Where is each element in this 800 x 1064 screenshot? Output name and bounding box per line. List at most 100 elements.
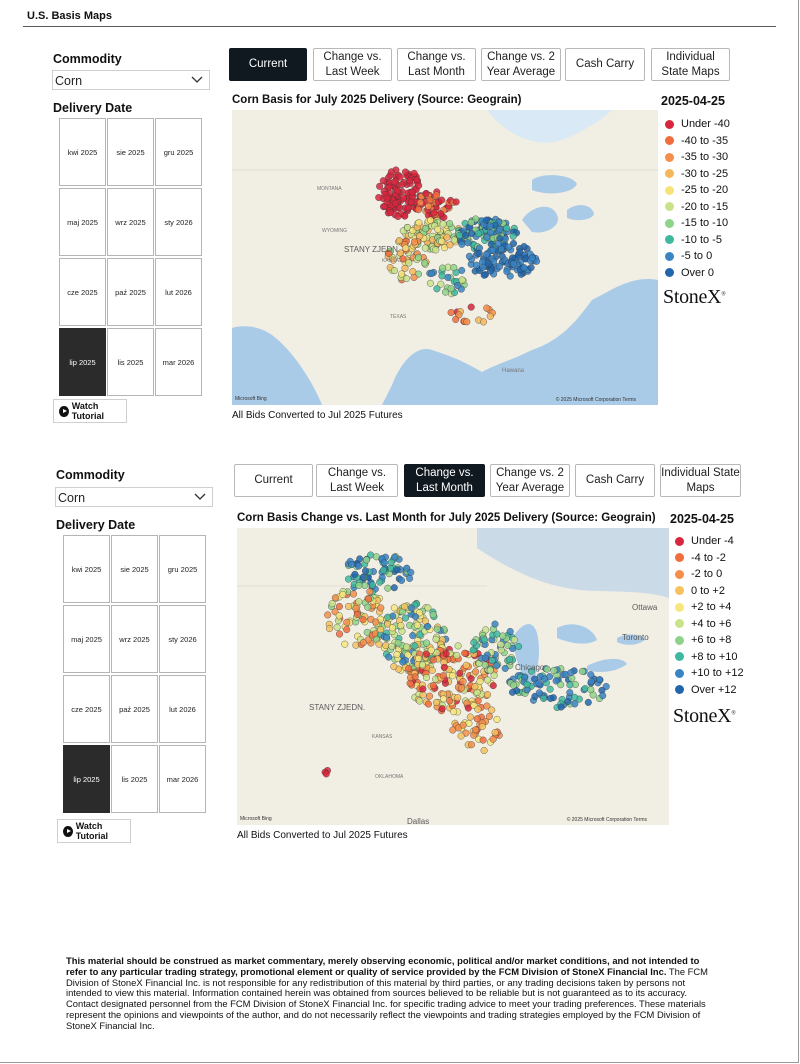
tab-current[interactable]: Current (229, 48, 307, 81)
basis-point[interactable] (566, 689, 574, 697)
basis-point[interactable] (520, 264, 528, 272)
basis-point[interactable] (434, 225, 442, 233)
basis-point[interactable] (424, 700, 432, 708)
basis-point[interactable] (473, 688, 481, 696)
delivery-date-option[interactable]: gru 2025 (155, 118, 202, 186)
basis-point[interactable] (479, 263, 487, 271)
basis-point[interactable] (424, 623, 431, 631)
basis-point[interactable] (424, 604, 432, 612)
basis-point[interactable] (523, 680, 531, 688)
tab-change-vs-2-year-average[interactable]: Change vs. 2 Year Average (490, 464, 570, 497)
basis-point[interactable] (322, 770, 330, 778)
basis-point[interactable] (483, 233, 491, 241)
basis-point[interactable] (377, 604, 385, 612)
basis-point[interactable] (463, 318, 471, 326)
basis-point[interactable] (359, 573, 367, 581)
basis-point[interactable] (412, 613, 419, 621)
basis-point[interactable] (382, 642, 390, 649)
basis-point[interactable] (352, 604, 360, 612)
basis-point[interactable] (422, 190, 430, 198)
basis-point[interactable] (453, 652, 461, 659)
basis-point[interactable] (348, 561, 356, 568)
basis-point[interactable] (428, 666, 436, 674)
tab-individual-state-maps[interactable]: Individual State Maps (651, 48, 730, 81)
basis-point[interactable] (566, 681, 574, 689)
basis-point[interactable] (528, 667, 535, 675)
basis-point[interactable] (416, 199, 424, 207)
delivery-date-option[interactable]: lip 2025 (59, 328, 106, 396)
basis-point[interactable] (383, 633, 390, 641)
basis-point[interactable] (440, 695, 447, 703)
basis-point[interactable] (396, 173, 404, 181)
basis-point[interactable] (484, 691, 491, 699)
delivery-date-option[interactable]: lis 2025 (107, 328, 154, 396)
basis-point[interactable] (409, 632, 417, 640)
basis-point[interactable] (411, 673, 419, 681)
basis-point[interactable] (390, 663, 398, 671)
basis-point[interactable] (403, 275, 410, 283)
basis-point[interactable] (394, 187, 402, 195)
delivery-date-option[interactable]: maj 2025 (63, 605, 110, 673)
basis-point[interactable] (336, 630, 343, 638)
basis-point[interactable] (390, 584, 398, 592)
basis-point[interactable] (486, 312, 494, 320)
basis-point[interactable] (488, 657, 496, 665)
delivery-date-option[interactable]: lip 2025 (63, 745, 110, 813)
basis-point[interactable] (468, 230, 476, 237)
basis-point[interactable] (462, 661, 470, 669)
basis-point[interactable] (415, 655, 422, 662)
basis-point[interactable] (482, 216, 490, 224)
basis-point[interactable] (380, 566, 387, 574)
basis-point[interactable] (393, 566, 401, 574)
tab-change-vs-last-week[interactable]: Change vs. Last Week (316, 464, 398, 497)
basis-point[interactable] (422, 225, 430, 233)
basis-point[interactable] (386, 209, 394, 217)
basis-point[interactable] (333, 623, 341, 631)
basis-point[interactable] (481, 636, 488, 644)
tab-change-vs-last-month[interactable]: Change vs. Last Month (397, 48, 476, 81)
basis-point[interactable] (483, 702, 491, 710)
basis-point[interactable] (567, 669, 575, 677)
basis-point[interactable] (398, 576, 406, 584)
basis-point[interactable] (473, 715, 481, 723)
basis-point[interactable] (365, 595, 372, 603)
basis-point[interactable] (490, 671, 498, 679)
basis-point[interactable] (433, 191, 441, 199)
basis-point[interactable] (326, 625, 333, 633)
basis-point[interactable] (391, 267, 398, 275)
basis-point[interactable] (447, 285, 455, 293)
basis-point[interactable] (488, 706, 496, 714)
basis-point[interactable] (564, 698, 572, 706)
basis-point[interactable] (335, 603, 343, 610)
basis-point[interactable] (406, 177, 414, 185)
basis-point[interactable] (407, 568, 415, 576)
basis-point[interactable] (437, 280, 445, 288)
basis-point[interactable] (364, 603, 372, 611)
basis-point[interactable] (324, 611, 332, 619)
basis-point[interactable] (350, 590, 357, 598)
basis-point[interactable] (552, 677, 560, 685)
basis-point[interactable] (493, 662, 501, 669)
basis-point[interactable] (454, 642, 462, 650)
basis-point[interactable] (441, 244, 448, 252)
basis-point[interactable] (390, 178, 398, 186)
basis-point[interactable] (426, 216, 434, 224)
basis-point[interactable] (428, 270, 436, 278)
basis-point[interactable] (485, 712, 493, 720)
basis-point[interactable] (459, 721, 467, 729)
basis-point[interactable] (458, 684, 466, 692)
basis-point[interactable] (410, 169, 418, 177)
basis-point[interactable] (405, 259, 413, 267)
basis-point[interactable] (602, 683, 610, 690)
basis-point[interactable] (404, 204, 412, 212)
basis-point[interactable] (452, 198, 460, 206)
basis-point[interactable] (387, 168, 395, 176)
basis-point[interactable] (510, 260, 518, 268)
watch-tutorial-button[interactable]: Watch Tutorial (57, 819, 131, 843)
basis-point[interactable] (571, 700, 579, 708)
basis-point[interactable] (439, 672, 447, 680)
basis-point[interactable] (376, 182, 384, 190)
basis-point[interactable] (528, 254, 536, 262)
basis-point[interactable] (452, 315, 460, 323)
delivery-date-option[interactable]: mar 2026 (155, 328, 202, 396)
